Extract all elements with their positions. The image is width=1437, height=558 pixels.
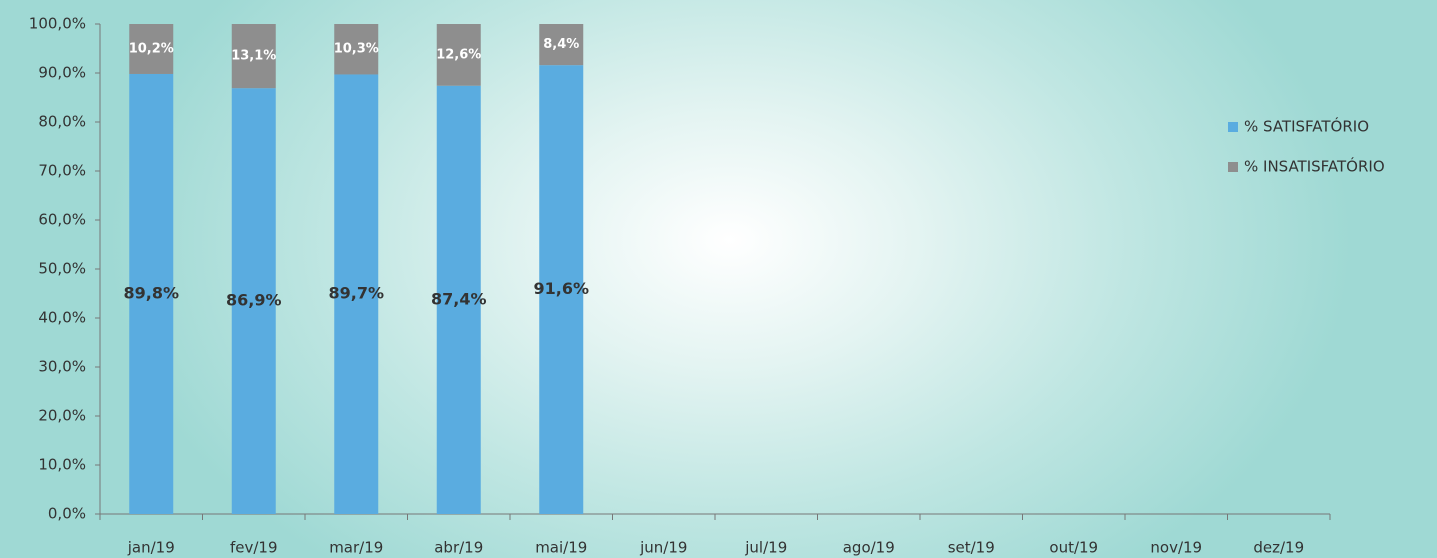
y-tick-label: 60,0% xyxy=(38,211,86,229)
value-label: 86,9% xyxy=(226,291,282,310)
y-tick-label: 70,0% xyxy=(38,162,86,180)
page: {"chart_data": {"type": "stacked_bar", "… xyxy=(0,0,1437,558)
value-label: 8,4% xyxy=(543,37,579,52)
x-tick-label: jan/19 xyxy=(127,539,175,557)
value-label: 89,8% xyxy=(123,283,179,302)
value-label: 87,4% xyxy=(431,289,487,308)
legend-label: % SATISFATÓRIO xyxy=(1244,117,1369,136)
legend-swatch xyxy=(1228,122,1238,132)
value-label: 89,7% xyxy=(328,284,384,303)
x-tick-label: abr/19 xyxy=(434,539,483,557)
x-tick-label: dez/19 xyxy=(1253,539,1304,557)
y-tick-label: 0,0% xyxy=(48,505,86,523)
value-label: 91,6% xyxy=(533,279,589,298)
y-tick-label: 10,0% xyxy=(38,456,86,474)
x-tick-label: mai/19 xyxy=(535,539,587,557)
x-tick-label: jul/19 xyxy=(744,539,787,557)
x-tick-label: set/19 xyxy=(948,539,995,557)
y-tick-label: 30,0% xyxy=(38,358,86,376)
legend-label: % INSATISFATÓRIO xyxy=(1244,157,1385,176)
y-tick-label: 40,0% xyxy=(38,309,86,327)
chart: 0,0% 10,0% 20,0% 30,0% 40,0% 50,0% 60,0% 70,0% 8… xyxy=(0,0,1437,558)
x-tick-label: fev/19 xyxy=(230,539,278,557)
legend-swatch xyxy=(1228,162,1238,172)
x-tick-label: nov/19 xyxy=(1150,539,1202,557)
y-tick-label: 20,0% xyxy=(38,407,86,425)
value-label: 10,2% xyxy=(129,41,174,56)
value-label: 13,1% xyxy=(231,49,276,64)
y-tick-label: 100,0% xyxy=(29,15,86,33)
y-tick-label: 90,0% xyxy=(38,64,86,82)
x-tick-label: jun/19 xyxy=(639,539,687,557)
x-tick-label: out/19 xyxy=(1049,539,1098,557)
x-tick-label: mar/19 xyxy=(329,539,383,557)
x-tick-label: ago/19 xyxy=(843,539,895,557)
y-tick-label: 80,0% xyxy=(38,113,86,131)
value-label: 10,3% xyxy=(334,42,379,57)
y-tick-label: 50,0% xyxy=(38,260,86,278)
value-label: 12,6% xyxy=(436,47,481,62)
